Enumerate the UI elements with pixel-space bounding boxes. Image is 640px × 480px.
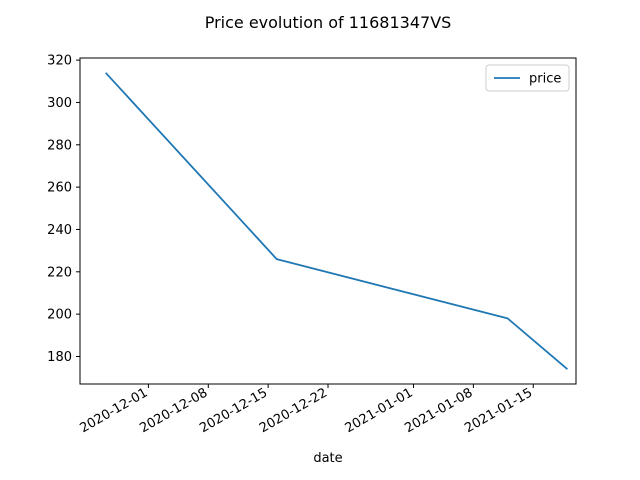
chart-title: Price evolution of 11681347VS (205, 13, 452, 32)
legend-label: price (529, 72, 561, 87)
x-axis-label: date (313, 451, 342, 466)
series-line-price (105, 72, 568, 370)
y-tick-label: 240 (47, 223, 72, 238)
y-tick-label: 220 (47, 265, 72, 280)
y-tick-label: 200 (47, 308, 72, 323)
y-tick-label: 260 (47, 181, 72, 196)
legend-box (485, 64, 570, 92)
series-layer (105, 72, 568, 370)
y-axis: 180 200 220 240 260 280 300 320 (47, 54, 80, 365)
legend: price (485, 64, 570, 92)
y-tick-label: 180 (47, 350, 72, 365)
y-tick-label: 280 (47, 138, 72, 153)
y-tick-label: 300 (47, 96, 72, 111)
y-tick-label: 320 (47, 54, 72, 69)
